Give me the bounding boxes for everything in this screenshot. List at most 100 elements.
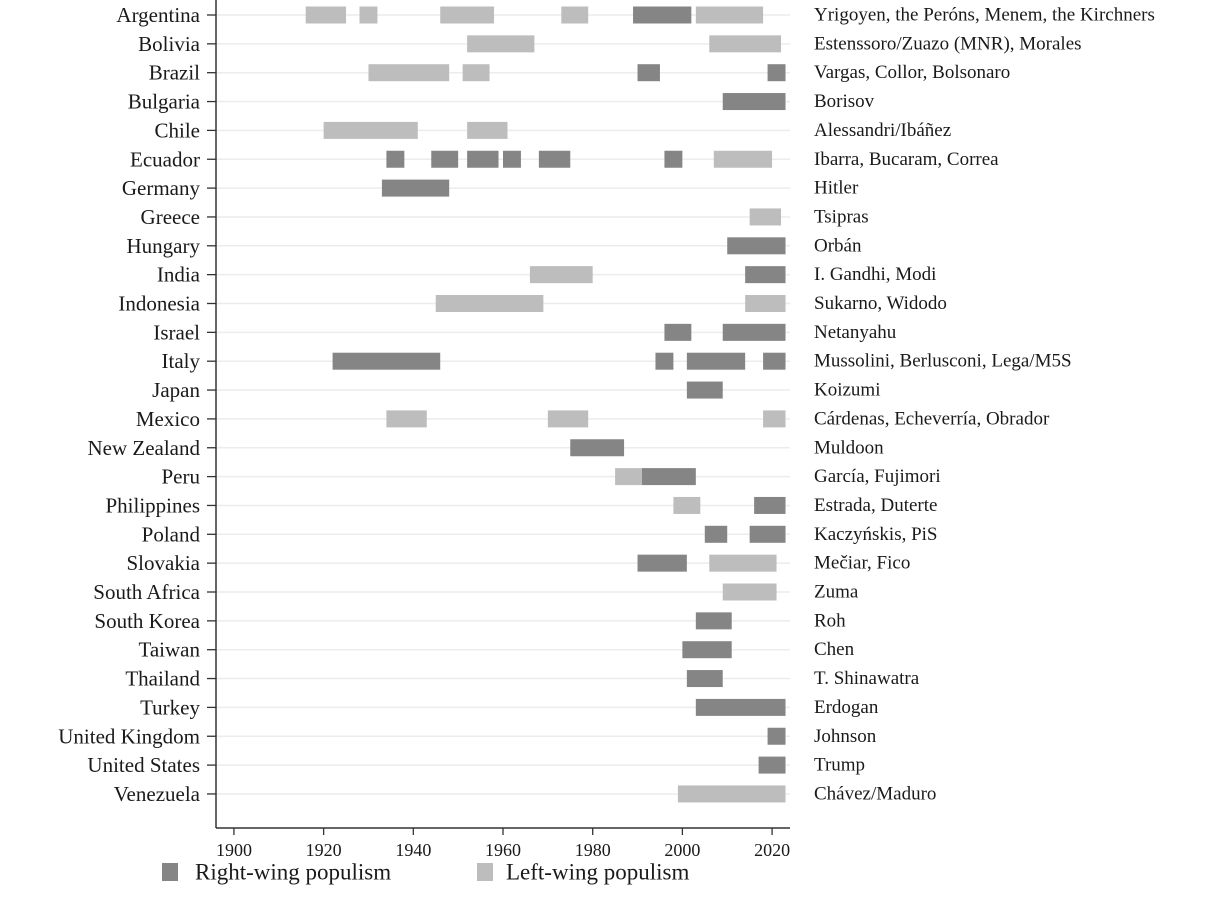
- bar-indonesia-2-left-wing: [745, 295, 786, 312]
- bar-ecuador-2-right-wing: [431, 150, 459, 168]
- bar-ecuador-6-right-wing: [664, 150, 683, 168]
- leader-label-chile: Alessandri/Ibáñez: [814, 120, 951, 141]
- bar-india-1-left-wing: [529, 266, 593, 284]
- bar-mexico-1-left-wing: [386, 410, 427, 428]
- bar-argentina-5-right-wing: [633, 6, 692, 24]
- bar-italy-1-right-wing: [332, 352, 441, 370]
- country-label-thailand: Thailand: [125, 667, 200, 691]
- bar-brazil-1-left-wing: [368, 64, 450, 82]
- bar-slovakia-2-left-wing: [709, 554, 777, 572]
- bar-united-kingdom-1-right-wing: [767, 727, 786, 745]
- bar-brazil-4-right-wing: [767, 64, 786, 82]
- bar-mexico-3-left-wing: [763, 410, 786, 428]
- bar-argentina-1-left-wing: [305, 6, 347, 24]
- country-label-germany: Germany: [122, 176, 201, 200]
- country-label-united-kingdom: United Kingdom: [58, 724, 200, 748]
- leader-label-italy: Mussolini, Berlusconi, Lega/M5S: [814, 351, 1072, 372]
- bar-poland-2-right-wing: [749, 525, 786, 543]
- legend-label-left: Left-wing populism: [506, 860, 689, 885]
- bar-chile-1-left-wing: [323, 121, 418, 139]
- country-label-greece: Greece: [141, 205, 200, 229]
- country-label-indonesia: Indonesia: [118, 292, 200, 316]
- leader-label-indonesia: Sukarno, Widodo: [814, 293, 947, 314]
- leader-label-turkey: Erdogan: [814, 697, 879, 718]
- bar-japan-1-right-wing: [686, 381, 723, 399]
- leader-label-poland: Kaczyńskis, PiS: [814, 524, 938, 545]
- bar-ecuador-7-left-wing: [713, 150, 773, 168]
- country-label-new-zealand: New Zealand: [87, 436, 200, 460]
- bar-bulgaria-1-right-wing: [722, 93, 786, 111]
- bar-chile-2-left-wing: [467, 121, 508, 139]
- country-label-united-states: United States: [87, 753, 200, 777]
- country-label-bulgaria: Bulgaria: [128, 90, 201, 114]
- leader-label-greece: Tsipras: [814, 206, 869, 227]
- bar-argentina-6-left-wing: [695, 6, 764, 24]
- leader-label-south-korea: Roh: [814, 610, 846, 631]
- leader-label-argentina: Yrigoyen, the Peróns, Menem, the Kirchne…: [814, 5, 1155, 26]
- country-label-mexico: Mexico: [136, 407, 200, 431]
- x-tick-label-2000: 2000: [664, 840, 700, 860]
- bar-south-africa-1-left-wing: [722, 583, 777, 601]
- country-label-poland: Poland: [142, 522, 201, 546]
- x-tick-label-1960: 1960: [485, 840, 521, 860]
- bar-bolivia-2-left-wing: [709, 35, 782, 53]
- x-tick-label-1980: 1980: [575, 840, 611, 860]
- legend-label-right: Right-wing populism: [195, 860, 391, 885]
- leader-label-new-zealand: Muldoon: [814, 437, 884, 458]
- leader-label-hungary: Orbán: [814, 235, 862, 256]
- country-label-hungary: Hungary: [127, 234, 201, 258]
- leader-label-philippines: Estrada, Duterte: [814, 495, 937, 516]
- axes: 1900 1920 1940 1960 1980 2000 2020: [207, 0, 790, 860]
- bar-south-korea-1-right-wing: [695, 612, 732, 630]
- country-label-south-korea: South Korea: [94, 609, 200, 633]
- bar-slovakia-1-right-wing: [637, 554, 687, 572]
- leader-label-peru: García, Fujimori: [814, 466, 941, 487]
- legend-swatch-right: [162, 863, 178, 881]
- leader-label-bulgaria: Borisov: [814, 91, 875, 112]
- bar-italy-3-right-wing: [686, 352, 746, 370]
- country-label-bolivia: Bolivia: [138, 32, 201, 56]
- country-label-israel: Israel: [153, 320, 200, 344]
- bar-india-2-right-wing: [745, 266, 786, 284]
- country-label-brazil: Brazil: [149, 61, 200, 85]
- bar-thailand-1-right-wing: [686, 670, 723, 688]
- bar-israel-1-right-wing: [664, 323, 692, 341]
- bar-bolivia-1-left-wing: [467, 35, 535, 53]
- country-label-philippines: Philippines: [105, 493, 200, 517]
- country-label-japan: Japan: [152, 378, 200, 402]
- bar-ecuador-4-right-wing: [503, 150, 521, 168]
- row-labels: Argentina Yrigoyen, the Peróns, Menem, th…: [58, 3, 1155, 806]
- bar-greece-1-left-wing: [749, 208, 782, 226]
- bar-indonesia-1-left-wing: [435, 295, 544, 312]
- country-label-italy: Italy: [162, 349, 201, 373]
- country-label-ecuador: Ecuador: [130, 147, 200, 171]
- leader-label-israel: Netanyahu: [814, 322, 897, 343]
- country-label-venezuela: Venezuela: [114, 782, 201, 806]
- bar-ecuador-3-right-wing: [467, 150, 499, 168]
- leader-label-thailand: T. Shinawatra: [814, 668, 920, 689]
- bar-argentina-4-left-wing: [561, 6, 589, 24]
- leader-label-taiwan: Chen: [814, 639, 855, 660]
- country-label-argentina: Argentina: [116, 3, 200, 27]
- bar-brazil-3-right-wing: [637, 64, 660, 82]
- bar-peru-2-right-wing: [642, 468, 696, 486]
- leader-label-united-kingdom: Johnson: [814, 726, 877, 747]
- leader-label-germany: Hitler: [814, 178, 859, 199]
- leader-label-ecuador: Ibarra, Bucaram, Correa: [814, 149, 999, 170]
- legend-swatch-left: [477, 863, 493, 881]
- bar-ecuador-1-right-wing: [386, 150, 405, 168]
- bar-germany-1-right-wing: [381, 179, 450, 197]
- bar-peru-1-left-wing: [615, 468, 643, 486]
- country-label-peru: Peru: [162, 465, 201, 489]
- country-label-slovakia: Slovakia: [127, 551, 201, 575]
- leader-label-japan: Koizumi: [814, 380, 881, 401]
- country-label-taiwan: Taiwan: [138, 638, 200, 662]
- bar-brazil-2-left-wing: [462, 64, 490, 82]
- leader-label-slovakia: Mečiar, Fico: [814, 553, 910, 574]
- country-label-chile: Chile: [155, 118, 201, 142]
- bars: [305, 6, 786, 803]
- bar-hungary-1-right-wing: [727, 237, 786, 255]
- bar-philippines-1-left-wing: [673, 496, 701, 514]
- bar-israel-2-right-wing: [722, 323, 786, 341]
